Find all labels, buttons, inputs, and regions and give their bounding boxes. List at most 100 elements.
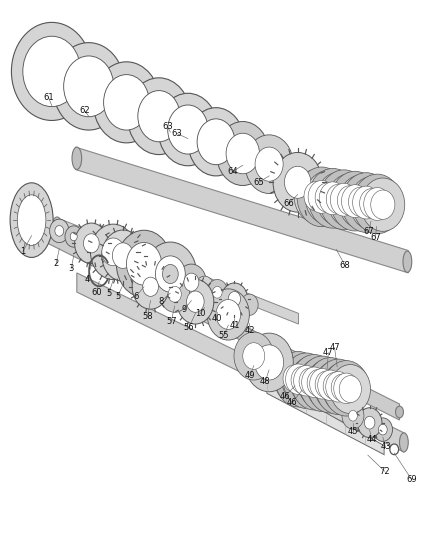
Circle shape — [254, 345, 283, 380]
Ellipse shape — [53, 217, 61, 229]
Circle shape — [226, 133, 259, 174]
Circle shape — [284, 166, 310, 198]
Circle shape — [290, 357, 330, 406]
Circle shape — [53, 43, 124, 130]
Circle shape — [363, 188, 390, 220]
Text: 47: 47 — [328, 343, 339, 352]
Circle shape — [348, 187, 372, 216]
Circle shape — [349, 176, 393, 230]
Text: 68: 68 — [339, 261, 350, 270]
Circle shape — [90, 224, 136, 280]
Circle shape — [298, 368, 321, 395]
Circle shape — [321, 363, 362, 412]
Circle shape — [307, 181, 334, 213]
Circle shape — [168, 286, 181, 302]
Circle shape — [325, 184, 350, 214]
Circle shape — [184, 273, 198, 291]
Text: 47: 47 — [322, 349, 333, 357]
Circle shape — [142, 277, 158, 296]
Circle shape — [314, 183, 339, 212]
Circle shape — [315, 359, 360, 415]
Circle shape — [357, 408, 381, 438]
Circle shape — [138, 91, 180, 142]
Circle shape — [93, 62, 159, 143]
Ellipse shape — [72, 147, 81, 169]
Circle shape — [197, 119, 234, 165]
Ellipse shape — [13, 212, 22, 229]
Text: 6: 6 — [133, 292, 138, 301]
Text: 48: 48 — [259, 377, 270, 386]
Text: 46: 46 — [279, 392, 289, 401]
Text: 42: 42 — [244, 326, 255, 335]
Text: 65: 65 — [253, 178, 264, 187]
Text: 1: 1 — [20, 247, 25, 256]
Circle shape — [313, 361, 353, 410]
Circle shape — [330, 374, 353, 401]
Ellipse shape — [17, 195, 46, 245]
Circle shape — [283, 365, 304, 392]
Circle shape — [364, 416, 374, 429]
Circle shape — [102, 230, 144, 281]
Circle shape — [325, 372, 350, 402]
Ellipse shape — [395, 406, 403, 418]
Circle shape — [293, 169, 337, 223]
Circle shape — [155, 256, 185, 292]
Circle shape — [102, 238, 124, 266]
Circle shape — [159, 276, 189, 312]
Circle shape — [272, 152, 321, 212]
Circle shape — [158, 93, 217, 166]
Circle shape — [49, 219, 69, 243]
Circle shape — [177, 279, 213, 324]
Circle shape — [127, 78, 190, 155]
Circle shape — [162, 264, 178, 284]
Circle shape — [240, 294, 258, 316]
Circle shape — [341, 185, 367, 217]
Circle shape — [341, 402, 363, 429]
Text: 40: 40 — [211, 314, 221, 323]
Circle shape — [378, 424, 386, 435]
Circle shape — [293, 366, 318, 396]
Circle shape — [216, 122, 268, 185]
Circle shape — [290, 367, 313, 393]
Circle shape — [372, 418, 392, 441]
Text: 8: 8 — [158, 297, 163, 306]
Text: 2: 2 — [53, 259, 59, 268]
Circle shape — [64, 56, 113, 117]
Text: 5: 5 — [106, 289, 111, 297]
Circle shape — [305, 360, 346, 409]
Circle shape — [167, 105, 208, 154]
Circle shape — [70, 232, 77, 241]
Circle shape — [144, 242, 196, 306]
Circle shape — [132, 264, 169, 309]
Text: 63: 63 — [171, 129, 181, 138]
Text: 49: 49 — [244, 372, 255, 380]
Circle shape — [244, 333, 293, 392]
Text: 3: 3 — [68, 264, 74, 273]
Circle shape — [318, 182, 346, 215]
Text: 61: 61 — [43, 93, 53, 101]
Circle shape — [176, 264, 206, 300]
Circle shape — [360, 178, 404, 231]
Circle shape — [242, 343, 264, 369]
Text: 72: 72 — [378, 467, 389, 475]
Text: 60: 60 — [91, 288, 102, 296]
Circle shape — [352, 174, 401, 234]
Circle shape — [244, 135, 293, 193]
Text: 57: 57 — [166, 317, 176, 326]
Circle shape — [285, 364, 310, 394]
Circle shape — [275, 351, 320, 407]
Text: 10: 10 — [195, 309, 205, 318]
Circle shape — [187, 108, 244, 176]
Text: 43: 43 — [379, 442, 390, 451]
Circle shape — [309, 368, 334, 399]
Circle shape — [327, 174, 371, 227]
Circle shape — [318, 170, 367, 230]
Text: 45: 45 — [347, 427, 357, 436]
Ellipse shape — [399, 433, 407, 452]
Polygon shape — [77, 273, 403, 452]
Circle shape — [316, 172, 360, 225]
Text: 4: 4 — [84, 275, 89, 284]
Circle shape — [330, 171, 379, 231]
Circle shape — [307, 168, 357, 228]
Circle shape — [74, 223, 108, 264]
